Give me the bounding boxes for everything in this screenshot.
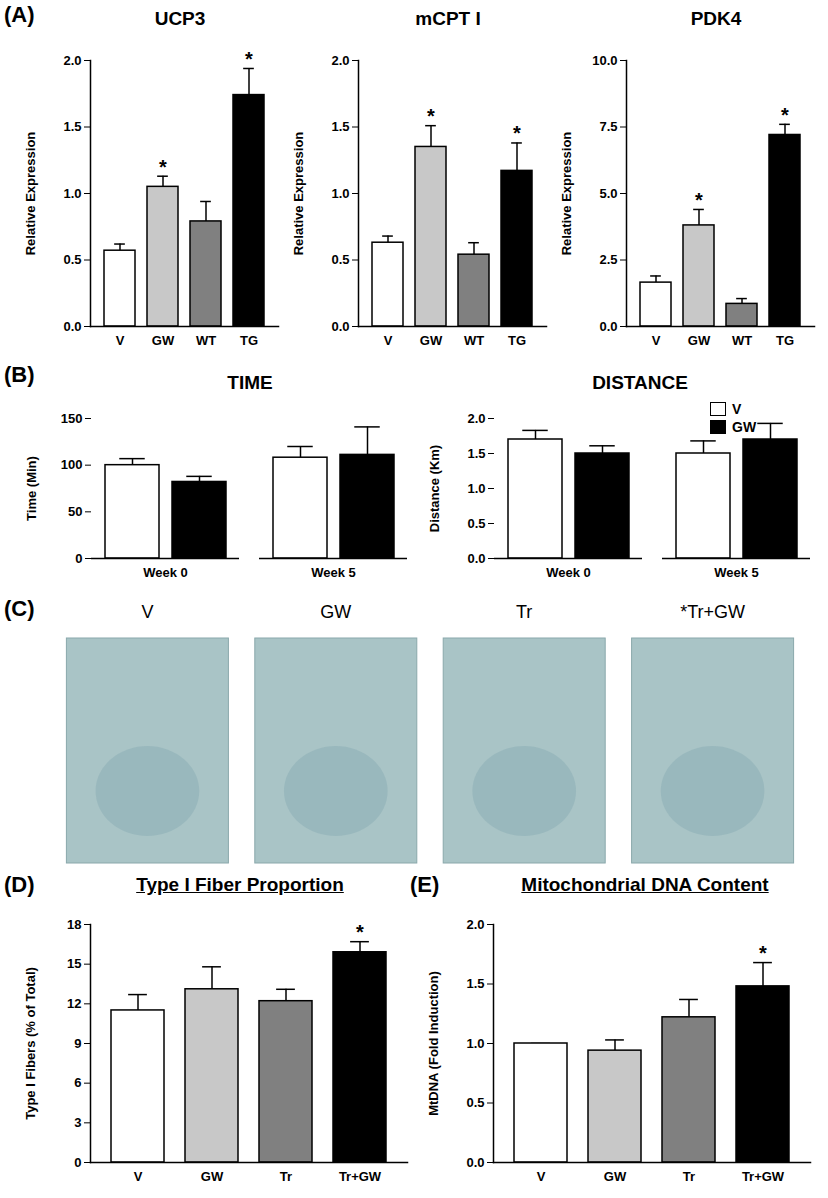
svg-text:0: 0: [74, 1155, 81, 1170]
svg-text:0.0: 0.0: [466, 1155, 484, 1170]
svg-text:Distance (Km): Distance (Km): [427, 445, 442, 532]
svg-text:Relative Expression: Relative Expression: [291, 132, 306, 256]
html-text:PDK4: PDK4: [690, 8, 742, 29]
svg-text:2.0: 2.0: [467, 411, 485, 426]
svg-text:0.5: 0.5: [331, 252, 349, 267]
svg-text:*: *: [759, 942, 767, 964]
svg-text:*: *: [159, 156, 167, 178]
svg-text:*: *: [427, 105, 435, 127]
svg-text:6: 6: [74, 1075, 81, 1090]
svg-text:0.5: 0.5: [466, 1095, 484, 1110]
svg-text:MtDNA (Fold Induction): MtDNA (Fold Induction): [426, 971, 441, 1116]
svg-text:Relative Expression: Relative Expression: [23, 132, 38, 256]
svg-text:2.5: 2.5: [599, 252, 617, 267]
svg-text:5.0: 5.0: [599, 186, 617, 201]
svg-text:Relative Expression: Relative Expression: [559, 132, 574, 256]
svg-text:2.0: 2.0: [331, 53, 349, 68]
svg-text:V: V: [141, 602, 153, 622]
svg-text:1.0: 1.0: [331, 186, 349, 201]
svg-text:V: V: [134, 1169, 143, 1184]
svg-text:TG: TG: [240, 333, 258, 348]
svg-text:WT: WT: [196, 333, 216, 348]
svg-text:*: *: [695, 189, 703, 211]
svg-text:9: 9: [74, 1036, 81, 1051]
svg-text:TG: TG: [508, 333, 526, 348]
svg-text:12: 12: [67, 996, 81, 1011]
svg-text:GW: GW: [152, 333, 175, 348]
svg-text:7.5: 7.5: [599, 119, 617, 134]
html-text:DISTANCE: DISTANCE: [592, 372, 688, 393]
html-text:mCPT I: mCPT I: [415, 8, 481, 29]
svg-text:*: *: [781, 104, 789, 126]
svg-text:1.0: 1.0: [466, 1036, 484, 1051]
svg-text:Week 5: Week 5: [311, 565, 356, 580]
html-text:(D): (D): [4, 872, 35, 897]
svg-text:1.0: 1.0: [467, 481, 485, 496]
svg-text:*: *: [356, 921, 364, 943]
svg-text:1.5: 1.5: [466, 976, 484, 991]
svg-text:GW: GW: [420, 333, 443, 348]
svg-text:V: V: [537, 1169, 546, 1184]
html-text:UCP3: UCP3: [154, 8, 206, 29]
svg-text:GW: GW: [688, 333, 711, 348]
svg-text:*: *: [513, 122, 521, 144]
svg-text:1.5: 1.5: [467, 446, 485, 461]
svg-text:1.5: 1.5: [331, 119, 349, 134]
svg-text:0: 0: [75, 551, 82, 566]
svg-text:50: 50: [68, 504, 82, 519]
svg-text:Week 0: Week 0: [143, 565, 188, 580]
svg-text:*Tr+GW: *Tr+GW: [680, 602, 745, 622]
html-text:V: V: [732, 401, 742, 417]
svg-text:150: 150: [61, 411, 83, 426]
svg-text:0.0: 0.0: [63, 319, 81, 334]
svg-text:Type I Fibers (% of Total): Type I Fibers (% of Total): [23, 967, 38, 1120]
svg-text:0.0: 0.0: [331, 319, 349, 334]
svg-text:Week 0: Week 0: [546, 565, 591, 580]
svg-text:18: 18: [67, 917, 81, 932]
svg-text:1.5: 1.5: [63, 119, 81, 134]
html-text:(C): (C): [4, 596, 35, 621]
svg-text:GW: GW: [604, 1169, 627, 1184]
svg-text:V: V: [652, 333, 661, 348]
svg-text:V: V: [384, 333, 393, 348]
svg-text:0.0: 0.0: [599, 319, 617, 334]
svg-text:0.5: 0.5: [467, 516, 485, 531]
svg-text:1.0: 1.0: [63, 186, 81, 201]
svg-text:V: V: [116, 333, 125, 348]
svg-text:GW: GW: [320, 602, 351, 622]
svg-text:0.5: 0.5: [63, 252, 81, 267]
svg-text:Week 5: Week 5: [714, 565, 759, 580]
svg-text:Tr+GW: Tr+GW: [742, 1169, 785, 1184]
svg-text:2.0: 2.0: [63, 53, 81, 68]
svg-text:WT: WT: [464, 333, 484, 348]
svg-text:GW: GW: [201, 1169, 224, 1184]
svg-text:WT: WT: [732, 333, 752, 348]
svg-text:2.0: 2.0: [466, 917, 484, 932]
svg-text:Tr: Tr: [516, 602, 532, 622]
svg-text:10.0: 10.0: [592, 53, 617, 68]
html-text:Type I Fiber Proportion: Type I Fiber Proportion: [136, 874, 344, 895]
html-text:Mitochondrial DNA Content: Mitochondrial DNA Content: [521, 874, 769, 895]
svg-text:100: 100: [61, 457, 83, 472]
svg-text:Tr: Tr: [280, 1169, 292, 1184]
html-text:(E): (E): [410, 872, 440, 897]
html-text:(A): (A): [4, 2, 35, 27]
html-text:(B): (B): [4, 362, 35, 387]
svg-text:0.0: 0.0: [467, 551, 485, 566]
svg-text:15: 15: [67, 956, 81, 971]
html-text:TIME: TIME: [227, 372, 273, 393]
svg-text:Tr: Tr: [683, 1169, 695, 1184]
svg-text:Time (Min): Time (Min): [24, 456, 39, 521]
svg-text:3: 3: [74, 1115, 81, 1130]
html-text:GW: GW: [732, 419, 757, 435]
svg-text:Tr+GW: Tr+GW: [339, 1169, 382, 1184]
svg-text:*: *: [245, 48, 253, 70]
svg-text:TG: TG: [776, 333, 794, 348]
